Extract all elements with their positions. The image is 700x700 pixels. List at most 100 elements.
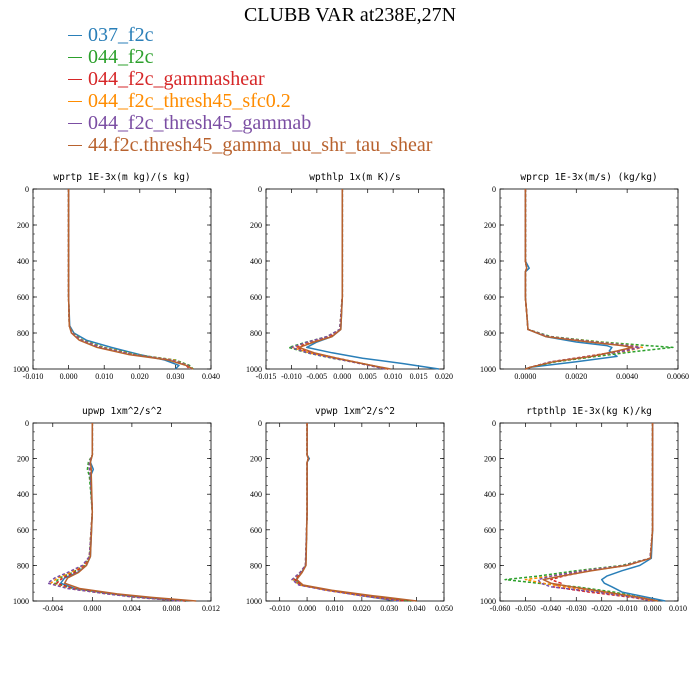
x-tick-label: 0.000 bbox=[333, 372, 351, 381]
panel-title: wpthlp 1x(m K)/s bbox=[309, 172, 401, 183]
x-tick-label: 0.010 bbox=[669, 604, 687, 613]
x-tick-label: -0.015 bbox=[256, 372, 277, 381]
x-tick-label: 0.000 bbox=[60, 372, 78, 381]
y-tick-label: 1000 bbox=[246, 365, 262, 374]
y-tick-label: 400 bbox=[250, 490, 262, 499]
legend-label-3: 044_f2c_thresh45_sfc0.2 bbox=[88, 90, 291, 112]
series-line-1 bbox=[292, 423, 412, 602]
x-tick-label: -0.005 bbox=[307, 372, 328, 381]
x-tick-label: -0.020 bbox=[591, 604, 612, 613]
y-tick-label: 400 bbox=[484, 490, 496, 499]
x-tick-label: 0.0060 bbox=[667, 372, 689, 381]
chart-panel-2: wprcp 1E-3x(m/s) (kg/kg) 0 200 400 600 800 100… bbox=[480, 172, 689, 381]
y-tick-label: 1000 bbox=[13, 597, 29, 606]
chart-panel-3: upwp 1xm^2/s^2 0 200 400 600 800 1000 -0.004 0.0… bbox=[13, 406, 220, 613]
legend-item: 044_f2c_thresh45_sfc0.2 bbox=[68, 90, 432, 112]
y-tick-label: 600 bbox=[484, 526, 496, 535]
panel-title: vpwp 1xm^2/s^2 bbox=[315, 406, 395, 417]
y-tick-label: 600 bbox=[17, 526, 29, 535]
series-line-2 bbox=[294, 423, 406, 602]
y-tick-label: 600 bbox=[17, 293, 29, 302]
y-tick-label: 400 bbox=[17, 490, 29, 499]
legend-swatch-5 bbox=[68, 144, 82, 146]
legend-swatch-1 bbox=[68, 56, 82, 58]
legend-label-5: 44.f2c.thresh45_gamma_uu_shr_tau_shear bbox=[88, 134, 433, 156]
series-line-5 bbox=[524, 189, 633, 370]
x-tick-label: -0.010 bbox=[23, 372, 44, 381]
legend-swatch-4 bbox=[68, 122, 82, 124]
legend: 037_f2c 044_f2c 044_f2c_gammashear 044_f… bbox=[68, 24, 432, 156]
y-tick-label: 400 bbox=[250, 257, 262, 266]
panel-title: upwp 1xm^2/s^2 bbox=[82, 406, 162, 417]
x-tick-label: 0.0040 bbox=[616, 372, 638, 381]
x-tick-label: 0.010 bbox=[95, 372, 113, 381]
y-tick-label: 600 bbox=[250, 526, 262, 535]
x-tick-label: -0.030 bbox=[566, 604, 587, 613]
x-tick-label: 0.012 bbox=[202, 604, 220, 613]
series-line-4 bbox=[47, 423, 182, 602]
series-line-5 bbox=[542, 423, 658, 602]
series-line-4 bbox=[290, 189, 386, 370]
series-line-0 bbox=[59, 423, 187, 602]
x-tick-label: 0.020 bbox=[353, 604, 371, 613]
y-tick-label: 400 bbox=[484, 257, 496, 266]
x-tick-label: 0.040 bbox=[202, 372, 220, 381]
x-tick-label: -0.050 bbox=[515, 604, 536, 613]
legend-item: 044_f2c_gammashear bbox=[68, 68, 432, 90]
series-line-5 bbox=[63, 423, 197, 602]
series-line-0 bbox=[295, 423, 398, 602]
x-tick-label: 0.000 bbox=[298, 604, 316, 613]
y-tick-label: 800 bbox=[17, 561, 29, 570]
chart-panel-5: rtpthlp 1E-3x(kg K)/kg02004006008001000-… bbox=[480, 406, 687, 613]
series-line-3 bbox=[524, 423, 654, 602]
y-tick-label: 0 bbox=[492, 185, 496, 194]
panel-title: wprcp 1E-3x(m/s) (kg/kg) bbox=[520, 172, 657, 183]
y-tick-label: 1000 bbox=[480, 365, 496, 374]
legend-swatch-3 bbox=[68, 100, 82, 102]
x-tick-label: -0.040 bbox=[541, 604, 562, 613]
legend-item: 044_f2c_thresh45_gammab bbox=[68, 112, 432, 134]
y-tick-label: 400 bbox=[17, 257, 29, 266]
x-tick-label: -0.004 bbox=[42, 604, 63, 613]
x-tick-label: 0.015 bbox=[410, 372, 428, 381]
series-line-1 bbox=[524, 189, 674, 370]
y-tick-label: 600 bbox=[250, 293, 262, 302]
plot-frame bbox=[265, 188, 445, 370]
plot-frame bbox=[32, 422, 212, 602]
y-tick-label: 0 bbox=[25, 419, 29, 428]
x-tick-label: 0.030 bbox=[166, 372, 184, 381]
series-line-0 bbox=[600, 423, 666, 602]
y-tick-label: 200 bbox=[484, 455, 496, 464]
series-line-4 bbox=[291, 423, 401, 602]
y-tick-label: 0 bbox=[258, 419, 262, 428]
x-tick-label: -0.010 bbox=[269, 604, 290, 613]
plot-frame bbox=[265, 422, 445, 602]
x-tick-label: 0.010 bbox=[325, 604, 343, 613]
x-tick-label: 0.020 bbox=[131, 372, 149, 381]
y-tick-label: 800 bbox=[484, 329, 496, 338]
y-tick-label: 1000 bbox=[246, 597, 262, 606]
y-tick-label: 800 bbox=[484, 561, 496, 570]
x-tick-label: 0.030 bbox=[380, 604, 398, 613]
y-tick-label: 0 bbox=[25, 185, 29, 194]
series-line-5 bbox=[295, 423, 417, 602]
panel-title: rtpthlp 1E-3x(kg K)/kg bbox=[526, 406, 652, 417]
y-tick-label: 200 bbox=[484, 221, 496, 230]
series-line-0 bbox=[524, 189, 618, 370]
x-tick-label: -0.060 bbox=[490, 604, 511, 613]
x-tick-label: 0.040 bbox=[408, 604, 426, 613]
y-tick-label: 1000 bbox=[13, 365, 29, 374]
legend-swatch-0 bbox=[68, 34, 82, 36]
y-tick-label: 1000 bbox=[480, 597, 496, 606]
legend-item: 037_f2c bbox=[68, 24, 432, 46]
series-line-5 bbox=[67, 189, 194, 370]
series-line-5 bbox=[298, 189, 391, 370]
x-tick-label: 0.050 bbox=[435, 604, 453, 613]
panel-title: wprtp 1E-3x(m kg)/(s kg) bbox=[53, 172, 190, 183]
y-tick-label: 200 bbox=[250, 455, 262, 464]
legend-item: 44.f2c.thresh45_gamma_uu_shr_tau_shear bbox=[68, 134, 432, 156]
figure-title: CLUBB VAR at238E,27N bbox=[243, 4, 457, 26]
y-tick-label: 200 bbox=[17, 221, 29, 230]
legend-label-0: 037_f2c bbox=[88, 24, 154, 46]
